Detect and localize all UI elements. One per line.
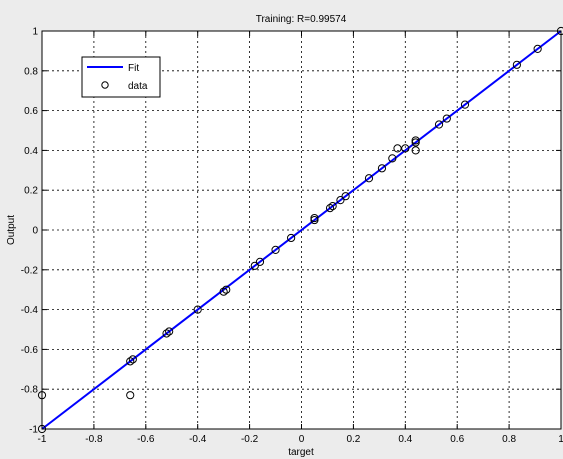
legend-box xyxy=(81,56,161,98)
x-tick-label: 0.2 xyxy=(346,434,360,445)
y-tick-label: 0 xyxy=(32,226,38,237)
data-point xyxy=(126,357,135,366)
x-tick-label: -0.8 xyxy=(85,434,103,445)
data-point xyxy=(222,285,231,294)
x-axis-label: target xyxy=(288,447,314,458)
y-tick-label: -0.8 xyxy=(21,385,39,396)
data-point xyxy=(162,329,171,338)
data-point xyxy=(128,355,137,364)
x-tick-label: -0.2 xyxy=(241,434,259,445)
data-point xyxy=(401,144,410,153)
legend: Fit data xyxy=(81,56,161,98)
x-tick-label: 0 xyxy=(299,434,305,445)
data-point xyxy=(533,44,542,54)
fit-line xyxy=(41,30,562,430)
data-point xyxy=(126,391,135,400)
x-tick-label: -0.6 xyxy=(137,434,155,445)
y-tick-label: 1 xyxy=(32,27,38,38)
data-points-layer xyxy=(37,26,563,434)
x-tick-label: -1 xyxy=(38,434,47,445)
data-point xyxy=(310,215,319,225)
legend-data-marker xyxy=(101,81,109,89)
x-tick-label: 0.6 xyxy=(450,434,464,445)
data-point xyxy=(388,154,397,163)
x-tick-label: 0.8 xyxy=(502,434,516,445)
chart-title: Training: R=0.99574 xyxy=(256,14,347,25)
data-point xyxy=(411,146,420,155)
data-point xyxy=(341,192,350,201)
data-point xyxy=(434,120,444,129)
y-tick-label: 0.6 xyxy=(24,106,38,117)
y-tick-label: 0.2 xyxy=(24,186,38,197)
data-point xyxy=(442,114,451,123)
y-axis-label: Output xyxy=(6,215,17,245)
y-tick-label: -1 xyxy=(29,425,38,436)
y-tick-label: -0.2 xyxy=(21,265,39,276)
data-point xyxy=(271,245,280,254)
data-point xyxy=(364,174,374,183)
plot-area-border xyxy=(41,30,562,430)
data-point xyxy=(165,327,174,336)
x-tick-label: 1 xyxy=(558,434,563,445)
data-point xyxy=(287,233,296,243)
data-point xyxy=(411,136,420,145)
data-point xyxy=(255,257,265,266)
data-point xyxy=(377,164,387,173)
data-point xyxy=(328,202,337,211)
data-point xyxy=(393,144,402,153)
data-point xyxy=(219,287,228,296)
axis-ticks: -1 -0.8 -0.6 -0.4 -0.2 0 0.2 0.4 0.6 0.8 1 -1 -0.8 -0… xyxy=(21,27,563,446)
legend-fit-label: Fit xyxy=(128,63,139,74)
x-tick-label: 0.4 xyxy=(398,434,412,445)
data-point xyxy=(250,261,259,270)
data-point xyxy=(512,60,521,69)
data-point xyxy=(310,213,319,223)
y-tick-label: -0.4 xyxy=(21,305,39,316)
legend-data-label: data xyxy=(128,81,148,92)
data-point xyxy=(460,100,470,109)
data-point xyxy=(325,204,335,213)
x-tick-label: -0.4 xyxy=(189,434,207,445)
y-tick-label: 0.4 xyxy=(24,146,38,157)
data-point xyxy=(336,196,345,205)
data-point xyxy=(193,305,202,314)
y-tick-label: -0.6 xyxy=(21,345,39,356)
data-point xyxy=(411,138,420,147)
fit-line-layer xyxy=(41,30,562,430)
y-tick-label: 0.8 xyxy=(24,66,38,77)
